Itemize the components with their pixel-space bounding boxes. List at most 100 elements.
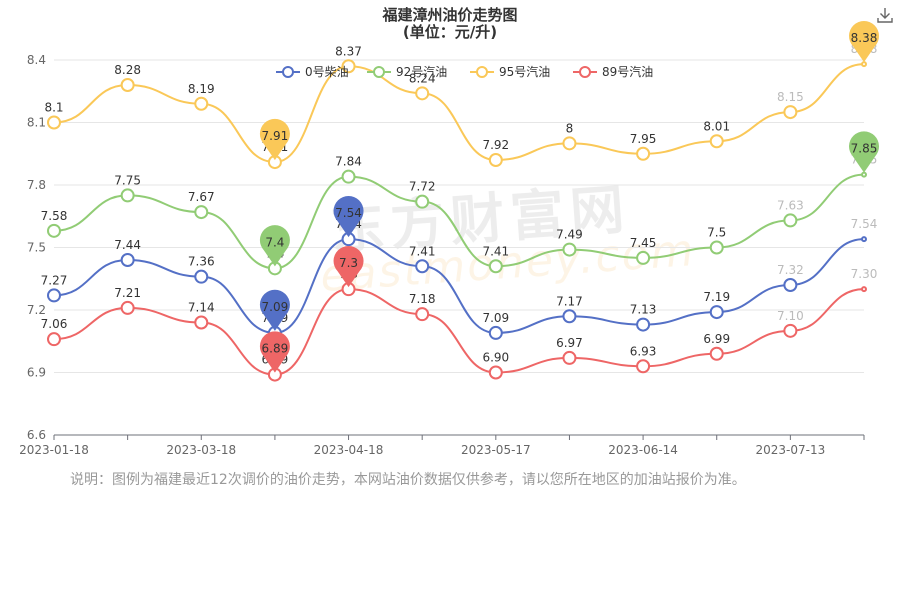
data-point	[47, 288, 61, 303]
marker-pin-label: 7.85	[851, 142, 878, 156]
series-line-3	[53, 288, 865, 376]
data-point	[120, 253, 135, 267]
legend-marker	[282, 66, 294, 78]
legend-item-2[interactable]: 95号汽油	[470, 64, 550, 79]
data-point	[415, 307, 430, 322]
data-point	[120, 300, 135, 315]
data-point	[120, 188, 135, 203]
data-point	[783, 105, 798, 120]
data-label: 8.37	[335, 44, 362, 58]
marker-pin-label: 6.89	[262, 342, 289, 356]
data-point	[47, 115, 61, 130]
data-point	[636, 317, 651, 332]
data-point	[47, 332, 61, 347]
chart-title: 福建漳州油价走势图	[382, 6, 518, 24]
data-point	[415, 86, 430, 101]
data-point	[861, 61, 867, 68]
data-label: 7.63	[777, 198, 804, 212]
x-tick-label: 2023-03-18	[166, 443, 236, 457]
legend-label: 0号柴油	[305, 65, 349, 79]
legend-item-0[interactable]: 0号柴油	[276, 65, 349, 79]
marker-pin-shape	[333, 195, 364, 238]
data-label: 8.1	[44, 101, 63, 115]
data-label: 7.06	[41, 317, 68, 331]
marker-pin-shape	[333, 245, 364, 288]
data-point	[861, 286, 867, 293]
data-label: 7.72	[409, 180, 436, 194]
data-point	[783, 323, 798, 338]
data-label: 7.67	[188, 190, 215, 204]
data-label: 8	[566, 121, 574, 135]
data-point	[488, 325, 503, 340]
series-points	[47, 59, 867, 382]
marker-pin-shape	[259, 289, 290, 331]
data-label: 6.93	[630, 344, 657, 358]
marker-pin: 6.89	[259, 331, 290, 373]
data-point	[341, 169, 356, 184]
data-label: 7.95	[630, 132, 657, 146]
legend-item-1[interactable]: 92号汽油	[367, 64, 447, 79]
x-tick-label: 2023-04-18	[314, 443, 384, 457]
data-point	[636, 250, 651, 265]
data-label: 7.21	[114, 286, 141, 300]
marker-pin: 7.09	[259, 289, 290, 331]
data-point	[636, 359, 651, 374]
marker-pin-label: 7.54	[335, 206, 362, 220]
data-label: 8.28	[114, 63, 141, 77]
series-line-1	[53, 173, 865, 270]
data-label: 7.45	[630, 236, 657, 250]
data-point	[709, 240, 724, 255]
marker-pin-label: 7.4	[265, 235, 284, 249]
marker-pins: 7.09 7.54 7.4 7.85 7.91 8.38 6.89 7.3	[259, 20, 880, 373]
data-point	[709, 346, 724, 361]
marker-pin: 7.91	[259, 118, 290, 161]
data-label: 7.54	[851, 217, 878, 231]
data-label: 7.84	[335, 155, 362, 169]
data-point	[415, 194, 430, 209]
marker-pin: 7.3	[333, 245, 364, 288]
y-tick-label: 7.2	[27, 303, 46, 317]
data-point	[709, 134, 724, 149]
marker-pin-shape	[259, 331, 290, 373]
series-line-2	[53, 63, 865, 164]
data-label: 8.15	[777, 90, 804, 104]
x-tick-label: 2023-06-14	[608, 443, 678, 457]
marker-pin-label: 7.91	[262, 129, 289, 143]
data-label: 7.58	[41, 209, 68, 223]
data-point	[562, 309, 577, 324]
legend-label: 89号汽油	[602, 64, 653, 79]
y-tick-label: 6.9	[27, 366, 46, 380]
data-label: 7.32	[777, 263, 804, 277]
data-label: 7.13	[630, 303, 657, 317]
data-label: 7.41	[409, 244, 436, 258]
data-point	[194, 205, 209, 220]
data-labels: 7.27 7.44 7.36 7.09 7.54 7.41 7.09 7.17 7.13 7.19…	[41, 42, 878, 366]
legend-label: 95号汽油	[499, 64, 550, 79]
data-point	[783, 213, 798, 228]
y-tick-label: 7.8	[27, 178, 46, 192]
data-point	[783, 278, 798, 292]
data-label: 7.19	[703, 290, 730, 304]
data-label: 7.18	[409, 292, 436, 306]
data-label: 6.90	[482, 351, 509, 365]
data-point	[488, 153, 503, 167]
data-point	[194, 96, 209, 111]
data-label: 7.09	[482, 311, 509, 325]
data-label: 7.10	[777, 309, 804, 323]
marker-pin-shape	[259, 118, 290, 161]
data-point	[861, 171, 867, 178]
chart-subtitle: (单位：元/升)	[402, 23, 498, 41]
x-tick-label: 2023-05-17	[461, 443, 531, 457]
legend-marker	[373, 66, 385, 78]
legend-item-3[interactable]: 89号汽油	[573, 64, 653, 79]
marker-pin-shape	[259, 225, 290, 267]
data-point	[488, 365, 503, 380]
marker-pin-label: 7.3	[339, 256, 358, 270]
data-point	[709, 305, 724, 320]
y-tick-label: 8.4	[27, 53, 46, 67]
data-label: 6.97	[556, 336, 583, 350]
download-icon[interactable]	[876, 6, 894, 24]
data-point	[636, 146, 651, 161]
marker-pin-shape	[849, 20, 879, 63]
